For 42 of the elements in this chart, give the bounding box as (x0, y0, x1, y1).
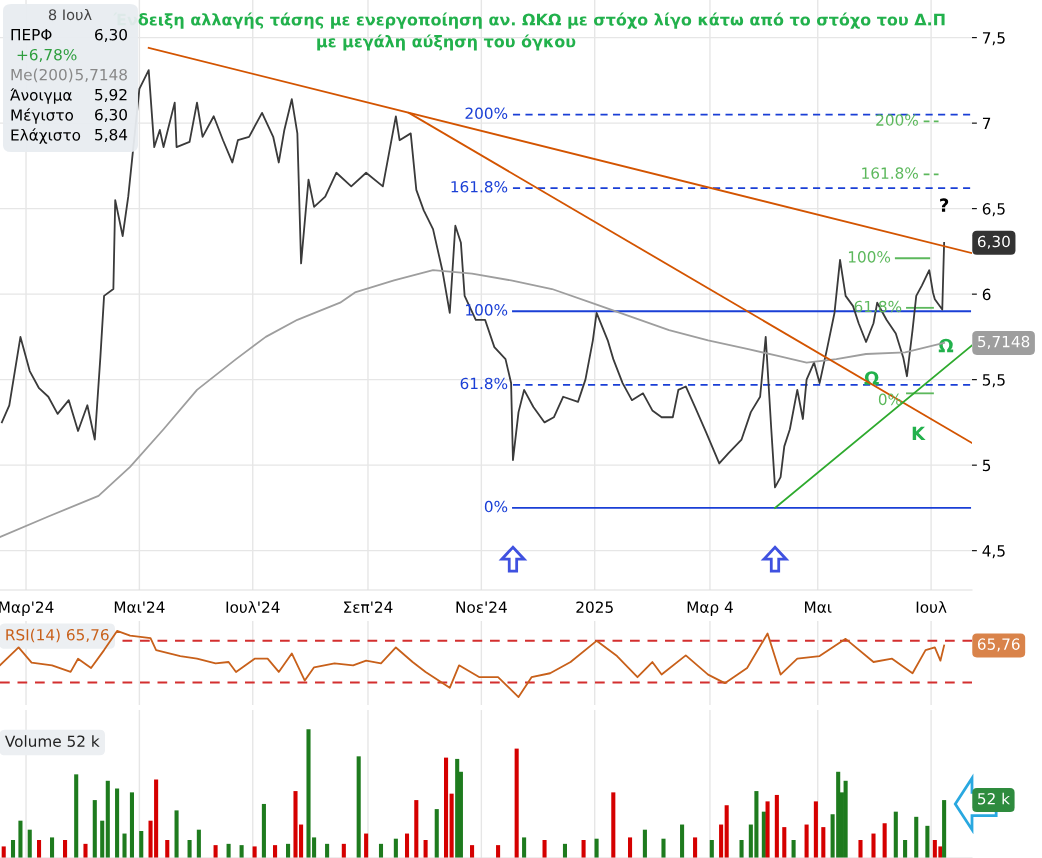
series-label: 161.8% (451, 180, 508, 193)
annotation: Ω (938, 338, 954, 353)
x-tick-label: Νοε'24 (456, 601, 507, 613)
text: Μέγιστο 6,30 (11, 108, 127, 124)
y-tick-label: 6 (982, 288, 991, 301)
y-tick-label: 5,5 (982, 374, 1005, 388)
text: 65,76 (977, 638, 1020, 652)
annotation: Κ (912, 426, 926, 440)
annotation: Volume 52 k (4, 735, 100, 747)
x-tick-label: Μαι'24 (114, 601, 165, 613)
y-tick-label: 6,5 (982, 203, 1005, 217)
series-label: 0% (484, 500, 508, 513)
y-tick-label: 7,5 (982, 32, 1005, 46)
text: Άνοιγμα 5,92 (10, 88, 127, 104)
series-label: 200% (465, 107, 508, 120)
y-tick-label: 4,5 (982, 545, 1005, 559)
annotation: 6,30 (95, 28, 127, 42)
x-tick-label: Ιουλ'24 (226, 601, 280, 613)
text: 5,7148 (978, 335, 1030, 349)
series-label: 161.8% (862, 167, 918, 179)
annotation: 8 Ιουλ (48, 8, 92, 21)
x-tick-label: Ιουλ (916, 601, 947, 613)
y-tick-label: 5 (982, 459, 991, 472)
x-tick-label: 2025 (576, 601, 613, 613)
series-label: 61.8% (460, 377, 508, 390)
text: 52 k (978, 792, 1010, 805)
text: με μεγάλη αύξηση του όγκου (317, 34, 576, 51)
x-tick-label: Μαρ'24 (0, 601, 54, 616)
annotation: Ω (864, 371, 879, 385)
annotation: RSI(14) 65,76 (6, 628, 109, 643)
x-tick-label: Μαρ 4 (687, 601, 733, 616)
annotation: +6,78% (17, 48, 77, 62)
y-tick-label: 7 (982, 117, 991, 129)
series-label: 100% (848, 251, 891, 263)
annotation: Me(200) 5,7148 (11, 68, 127, 83)
text: 6,30 (977, 235, 1010, 249)
x-tick-label: Μαι (805, 601, 832, 613)
x-tick-label: Σεπ'24 (344, 601, 393, 614)
text: ΠΕΡΦ (11, 29, 52, 41)
annotation: ? (940, 198, 949, 212)
annotation: Ελάχιστο 5,84 (11, 128, 128, 144)
series-label: 200% (876, 114, 918, 126)
